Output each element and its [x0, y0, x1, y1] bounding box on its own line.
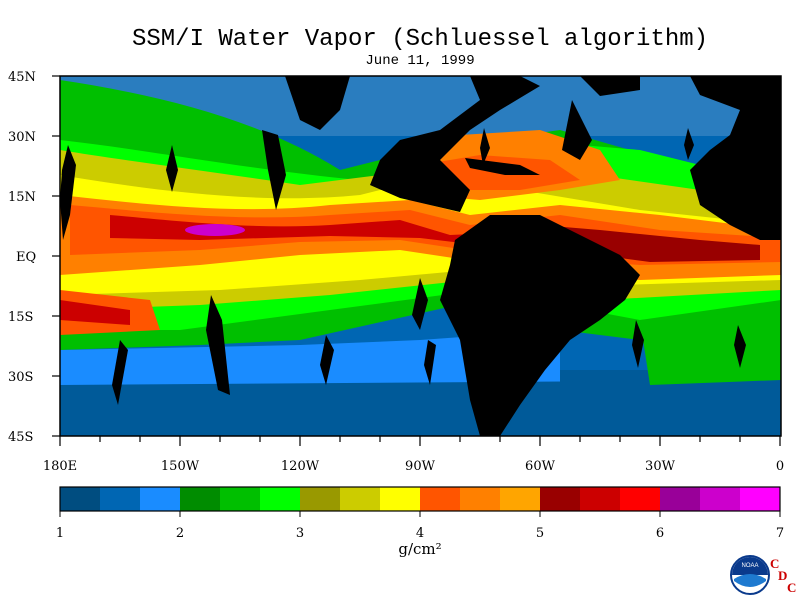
lon-label: 60W [525, 459, 556, 474]
colorbar-tick-label: 5 [536, 526, 544, 541]
colorbar-tick-label: 1 [56, 526, 64, 541]
map-date: June 11, 1999 [365, 53, 475, 69]
noaa-logo-text: NOAA [741, 563, 758, 569]
colorbar-swatch [580, 487, 621, 511]
cdc-letter: C [770, 556, 780, 571]
colorbar-swatch [60, 487, 101, 511]
colorbar-swatch [220, 487, 261, 511]
colorbar-swatch [660, 487, 701, 511]
colorbar-tick-label: 2 [176, 526, 184, 541]
colorbar-swatch [260, 487, 301, 511]
colorbar-swatch [540, 487, 581, 511]
lat-label: 15N [8, 190, 36, 205]
lon-label: 0 [776, 459, 784, 474]
lon-label: 180E [43, 459, 77, 474]
colorbar-swatch [340, 487, 381, 511]
colorbar-tick-label: 6 [656, 526, 664, 541]
colorbar-swatch [180, 487, 221, 511]
lon-label: 120W [281, 459, 320, 474]
colorbar-swatch [740, 487, 781, 511]
lat-label: 15S [8, 310, 33, 325]
colorbar-swatch [620, 487, 661, 511]
colorbar-swatch [460, 487, 501, 511]
lat-label: 30S [8, 370, 33, 385]
lon-label: 30W [645, 459, 676, 474]
lon-label: 150W [161, 459, 200, 474]
lon-ticks [59, 436, 781, 446]
colorbar-swatch [140, 487, 181, 511]
colorbar-swatch [380, 487, 421, 511]
map-title: SSM/I Water Vapor (Schluessel algorithm) [131, 26, 709, 53]
colorbar-tick-label: 4 [416, 526, 424, 541]
colorbar-unit-label: g/cm² [398, 540, 442, 558]
colorbar-tick-label: 7 [776, 526, 784, 541]
colorbar-swatch [300, 487, 341, 511]
noaa-logo: NOAA [730, 555, 770, 595]
lat-label: 45N [8, 70, 36, 85]
colorbar-swatch [100, 487, 141, 511]
colorbar-swatch [700, 487, 741, 511]
lat-label: EQ [16, 250, 36, 265]
lat-label: 45S [8, 430, 33, 445]
colorbar-swatch [500, 487, 541, 511]
colorbar-tick-label: 3 [296, 526, 304, 541]
colorbar-ticks [59, 511, 781, 517]
lon-label: 90W [405, 459, 436, 474]
cdc-letter: D [778, 568, 788, 583]
colorbar-swatch [420, 487, 461, 511]
cdc-letter: C [787, 580, 797, 595]
colorbar [60, 487, 781, 511]
water-vapor-field [60, 76, 781, 436]
lat-ticks [52, 75, 60, 437]
lat-label: 30N [8, 130, 36, 145]
